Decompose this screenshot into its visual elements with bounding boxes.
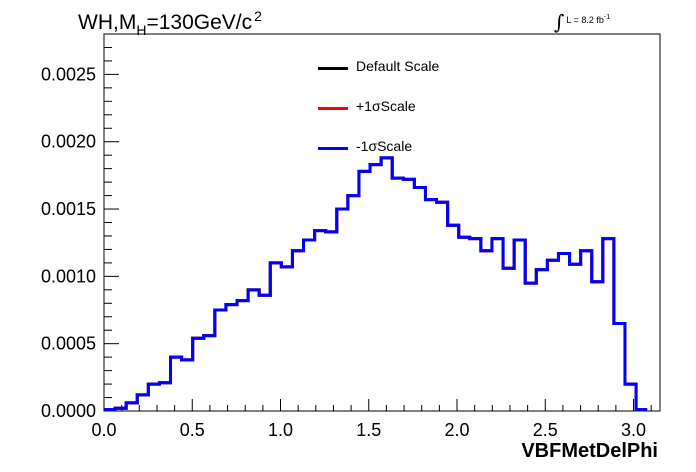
x-tick-label: 0.0	[91, 420, 116, 440]
legend-swatch-minus-sigma	[318, 147, 348, 150]
y-tick-label: 0.0010	[41, 266, 96, 286]
luminosity-unit-exponent: -1	[603, 14, 611, 21]
title-superscript: 2	[254, 8, 262, 24]
legend-label-minus-sigma: -1σScale	[356, 138, 413, 154]
title-rest: =130GeV/c	[146, 11, 253, 34]
x-axis-label: VBFMetDelPhi	[521, 440, 658, 462]
y-axis: 0.0000 0.0005 0.0010 0.0015 0.0020 0.0025	[41, 33, 119, 421]
legend-swatch-default	[318, 67, 348, 70]
luminosity-label: ∫ L = 8.2 fb-1	[554, 10, 610, 34]
x-tick-label: 0.5	[180, 420, 205, 440]
series-plus-sigma-scale	[104, 156, 648, 412]
series-default-scale	[104, 156, 648, 412]
legend: Default Scale +1σScale -1σScale	[318, 56, 508, 176]
series-minus-sigma-scale	[104, 156, 648, 412]
x-axis: 0.0 0.5 1.0 1.5 2.0 2.5 3.0	[91, 399, 652, 440]
legend-swatch-plus-sigma	[318, 107, 348, 110]
x-tick-label: 1.0	[268, 420, 293, 440]
legend-item-plus-sigma: +1σScale	[318, 96, 508, 136]
x-tick-label: 2.0	[445, 420, 470, 440]
title-subscript: H	[136, 22, 147, 38]
integral-symbol: ∫	[554, 10, 565, 34]
y-tick-label: 0.0000	[41, 401, 96, 421]
x-tick-label: 3.0	[621, 420, 646, 440]
y-tick-label: 0.0025	[41, 64, 96, 84]
luminosity-text: L = 8.2 fb	[566, 15, 604, 25]
y-tick-label: 0.0020	[41, 132, 96, 152]
legend-label-plus-sigma: +1σScale	[356, 98, 416, 114]
x-tick-label: 2.5	[533, 420, 558, 440]
x-tick-label: 1.5	[356, 420, 381, 440]
legend-item-default: Default Scale	[318, 56, 508, 96]
title-main: WH,M	[78, 11, 137, 34]
legend-item-minus-sigma: -1σScale	[318, 136, 508, 176]
y-tick-label: 0.0015	[41, 199, 96, 219]
legend-label-default: Default Scale	[356, 58, 440, 74]
chart-title: WH,MH=130GeV/c 2	[78, 8, 262, 38]
series-layer	[104, 156, 648, 412]
y-tick-label: 0.0005	[41, 334, 96, 354]
